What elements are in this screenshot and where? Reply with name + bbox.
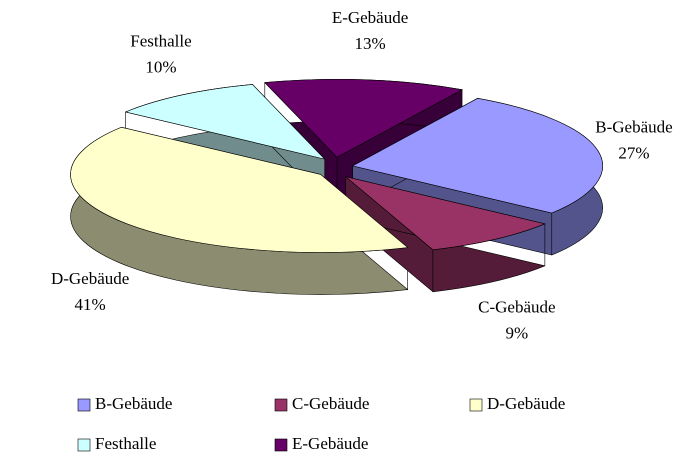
slice-label: D-Gebäude: [51, 269, 129, 288]
slice-label: C-Gebäude: [478, 298, 555, 317]
legend-swatch: [469, 398, 483, 412]
legend-label: B-Gebäude: [95, 394, 172, 413]
legend-swatch: [274, 438, 288, 452]
legend-swatch: [77, 438, 91, 452]
slice: [70, 126, 409, 253]
slice-value-label: 41%: [75, 295, 106, 314]
slice-value-label: 9%: [506, 324, 529, 343]
slice: [345, 176, 546, 251]
slice-label: B-Gebäude: [595, 118, 672, 137]
slice: [351, 98, 603, 214]
slice-value-label: 10%: [145, 58, 176, 77]
slice-label: E-Gebäude: [332, 8, 408, 27]
legend-label: D-Gebäude: [487, 394, 565, 413]
legend-label: Festhalle: [95, 434, 156, 453]
legend-label: E-Gebäude: [292, 434, 368, 453]
slice: [124, 84, 326, 160]
legend-label: C-Gebäude: [292, 394, 369, 413]
legend-swatch: [77, 398, 91, 412]
slice-value-label: 13%: [354, 34, 385, 53]
slice-value-label: 27%: [618, 144, 649, 163]
legend-swatch: [274, 398, 288, 412]
slice-label: Festhalle: [130, 32, 191, 51]
slice: [264, 78, 463, 158]
